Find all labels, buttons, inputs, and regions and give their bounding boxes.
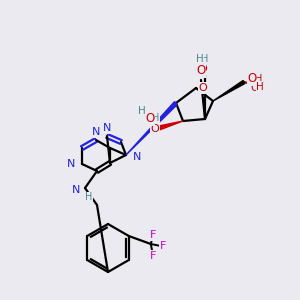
Text: F: F — [160, 241, 166, 251]
Text: O: O — [199, 64, 207, 74]
Text: O: O — [146, 112, 154, 125]
Text: N: N — [72, 185, 80, 195]
Text: O: O — [196, 64, 206, 77]
Polygon shape — [126, 102, 177, 155]
Text: O: O — [250, 83, 259, 93]
Polygon shape — [158, 121, 183, 130]
Text: N: N — [133, 152, 141, 162]
Text: O: O — [151, 124, 159, 134]
Text: H: H — [201, 54, 209, 64]
Text: N: N — [103, 123, 111, 133]
Polygon shape — [213, 80, 245, 101]
Text: H: H — [138, 106, 146, 116]
Text: H: H — [255, 74, 263, 84]
Text: F: F — [150, 230, 156, 240]
Text: N: N — [92, 127, 100, 137]
Text: H: H — [152, 113, 160, 123]
Text: N: N — [67, 159, 75, 169]
Text: H: H — [85, 192, 93, 202]
Text: H: H — [196, 54, 204, 64]
Text: O: O — [199, 83, 207, 93]
Text: H: H — [256, 82, 264, 92]
Text: F: F — [150, 251, 156, 261]
Text: O: O — [248, 73, 256, 85]
